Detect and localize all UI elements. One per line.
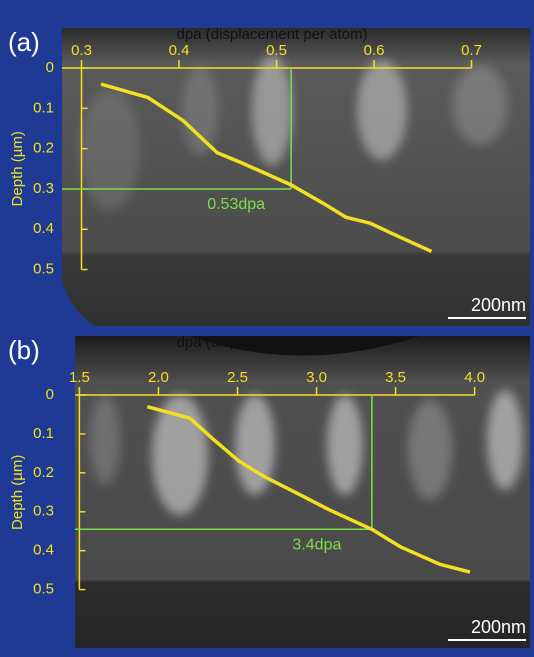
scale-bar-label: 200nm [471, 617, 526, 637]
x-tick-label: 4.0 [464, 369, 485, 386]
x-tick-label: 0.3 [71, 42, 92, 59]
scale-bar-label: 200nm [471, 295, 526, 315]
reference-label: 3.4dpa [292, 537, 341, 554]
x-tick-label: 0.7 [461, 42, 482, 59]
x-tick-label: 2.0 [148, 369, 169, 386]
y-axis-title: Depth (µm) [9, 131, 26, 206]
x-axis-title: dpa (displacement per atom) [177, 26, 368, 43]
x-tick-label: 3.0 [306, 369, 327, 386]
y-tick-label: 0.3 [33, 503, 54, 520]
y-tick-label: 0.2 [33, 464, 54, 481]
x-axis-title: dpa (displacement per atom) [177, 334, 368, 351]
y-tick-label: 0.5 [33, 581, 54, 598]
x-tick-label: 0.5 [266, 42, 287, 59]
y-tick-label: 0.5 [33, 261, 54, 278]
figure: (a) dpa (displacement per atom) Depth (µm)… [0, 0, 534, 652]
x-tick-label: 0.4 [169, 42, 190, 59]
y-tick-label: 0.4 [33, 542, 54, 559]
panel-label: (a) [8, 27, 40, 57]
reference-label: 0.53dpa [207, 196, 265, 213]
y-tick-label: 0 [46, 59, 54, 76]
x-tick-label: 2.5 [227, 369, 248, 386]
y-tick-label: 0.1 [33, 99, 54, 116]
micrograph-b [75, 336, 530, 648]
y-axis-title: Depth (µm) [9, 455, 26, 530]
panel-label: (b) [8, 335, 40, 365]
micrograph-a [62, 28, 530, 326]
x-tick-label: 0.6 [364, 42, 385, 59]
y-tick-label: 0.3 [33, 180, 54, 197]
y-tick-label: 0.4 [33, 220, 54, 237]
y-tick-label: 0.1 [33, 425, 54, 442]
x-tick-label: 1.5 [69, 369, 90, 386]
y-tick-label: 0 [46, 386, 54, 403]
x-tick-label: 3.5 [385, 369, 406, 386]
y-tick-label: 0.2 [33, 140, 54, 157]
